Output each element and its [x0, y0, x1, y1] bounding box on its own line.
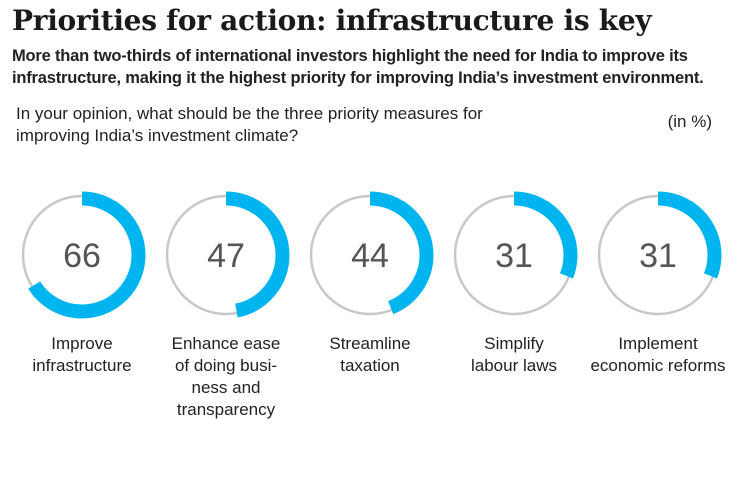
category-label: Simplify labour laws	[439, 333, 589, 377]
donut-value-arc	[18, 191, 146, 319]
category-label-line: taxation	[340, 356, 400, 375]
donut-value-arc	[450, 191, 578, 319]
donut-4: 31	[450, 191, 578, 319]
category-label-line: Enhance ease	[171, 334, 281, 353]
donut-1: 66	[18, 191, 146, 319]
category-label-line: Improve	[51, 334, 113, 353]
chart-title: Priorities for action: infrastructure is…	[12, 4, 652, 37]
chart-subtitle: More than two-thirds of international in…	[12, 47, 704, 87]
category-label-line: Implement	[618, 334, 698, 353]
survey-question: In your opinion, what should be the thre…	[16, 104, 483, 145]
category-label-line: economic reforms	[590, 356, 726, 375]
donut-value-label: 31	[639, 237, 677, 275]
donut-3: 44	[306, 191, 434, 319]
category-label-line: of doing busi-	[174, 356, 278, 375]
category-label-line: infrastructure	[32, 356, 132, 375]
category-label-line: Simplify	[484, 334, 544, 353]
category-label-line: Streamline	[329, 334, 411, 353]
donut-chart: 66 47 44 31 31	[18, 191, 722, 319]
unit-label: (in %)	[667, 112, 712, 131]
category-label-line: transparency	[176, 400, 276, 419]
category-label-line: labour laws	[471, 356, 557, 375]
donut-value-arc	[162, 191, 290, 319]
donut-value-label: 44	[351, 237, 389, 275]
category-label: Implement economic reforms	[583, 333, 733, 377]
donut-value-label: 31	[495, 237, 533, 275]
donut-2: 47	[162, 191, 290, 319]
donut-value-arc	[594, 191, 722, 319]
category-label-line: ness and	[191, 378, 261, 397]
category-label: Streamline taxation	[295, 333, 445, 377]
donut-value-label: 47	[207, 237, 245, 275]
category-label: Improve infrastructure	[7, 333, 157, 377]
donut-5: 31	[594, 191, 722, 319]
donut-value-label: 66	[63, 237, 101, 275]
category-label: Enhance ease of doing busi-ness and transp…	[151, 333, 301, 421]
donut-value-arc	[306, 191, 434, 319]
